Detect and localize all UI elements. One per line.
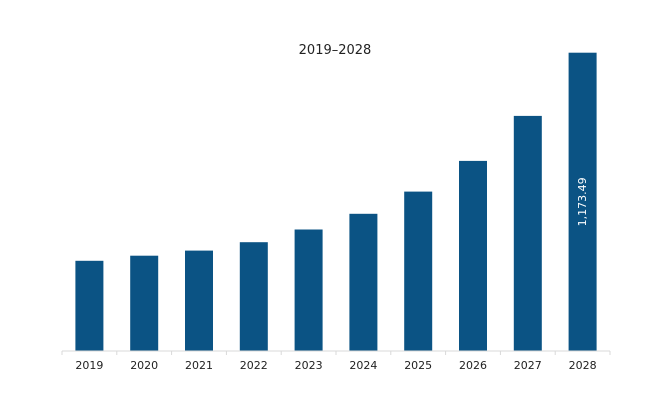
bar-2026	[459, 160, 487, 351]
bar-2028	[568, 52, 597, 351]
x-tick-label-2020: 2020	[130, 359, 158, 372]
x-tick-label-2019: 2019	[75, 359, 103, 372]
bar-2020	[130, 255, 159, 351]
x-tick-label-2026: 2026	[459, 359, 487, 372]
x-tick-label-2024: 2024	[349, 359, 377, 372]
bar-2022	[239, 242, 268, 351]
x-tick-label-2027: 2027	[514, 359, 542, 372]
bar-2024	[349, 213, 378, 352]
x-tick-labels-group: 2019 2020 2021 2022 2023 2024 2025 2026 2027 2028	[75, 359, 596, 372]
data-label-2028: 1,173.49	[576, 177, 589, 226]
bar-2025	[404, 191, 433, 351]
x-tick-label-2021: 2021	[185, 359, 213, 372]
bars-group	[75, 52, 597, 352]
bar-2021	[185, 250, 213, 351]
bar-2027	[513, 115, 542, 352]
x-tick-label-2028: 2028	[569, 359, 597, 372]
x-ticks-group	[61, 351, 611, 355]
x-tick-label-2022: 2022	[240, 359, 268, 372]
bar-2023	[294, 229, 323, 351]
x-tick-label-2025: 2025	[404, 359, 432, 372]
data-labels-group: 1,173.49	[576, 177, 589, 226]
x-tick-label-2023: 2023	[295, 359, 323, 372]
chart-title: 2019–2028	[299, 43, 372, 58]
bar-2019	[75, 260, 104, 351]
